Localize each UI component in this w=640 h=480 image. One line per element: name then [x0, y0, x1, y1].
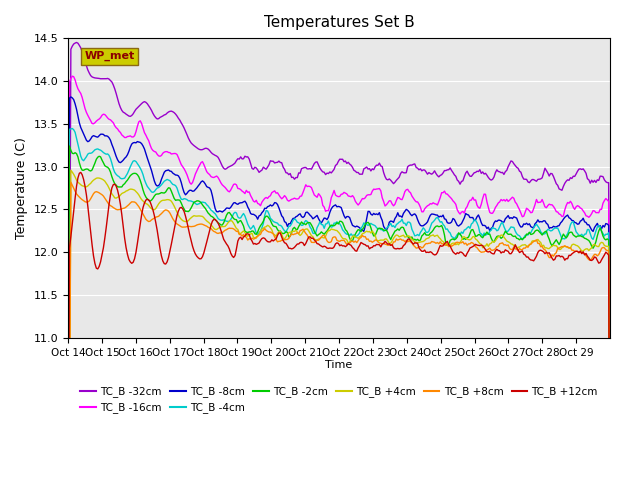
TC_B +4cm	[67, 168, 75, 173]
TC_B -8cm	[101, 133, 109, 139]
TC_B -2cm	[344, 231, 352, 237]
TC_B -4cm	[452, 234, 460, 240]
TC_B +12cm	[77, 169, 84, 175]
TC_B -32cm	[101, 76, 109, 82]
Title: Temperatures Set B: Temperatures Set B	[264, 15, 415, 30]
TC_B -16cm	[452, 202, 460, 207]
Legend: TC_B -32cm, TC_B -16cm, TC_B -8cm, TC_B -4cm, TC_B -2cm, TC_B +4cm, TC_B +8cm, T: TC_B -32cm, TC_B -16cm, TC_B -8cm, TC_B …	[76, 382, 602, 418]
Line: TC_B -32cm: TC_B -32cm	[68, 42, 610, 480]
TC_B +8cm	[67, 180, 75, 185]
TC_B -16cm	[344, 193, 352, 199]
TC_B -32cm	[606, 454, 614, 459]
TC_B -8cm	[452, 219, 460, 225]
TC_B +8cm	[84, 199, 92, 205]
TC_B -8cm	[67, 94, 75, 100]
Line: TC_B +4cm: TC_B +4cm	[68, 170, 610, 480]
TC_B +8cm	[344, 241, 352, 247]
TC_B -2cm	[452, 236, 460, 242]
TC_B -2cm	[84, 166, 92, 172]
TC_B +8cm	[604, 248, 611, 253]
TC_B -16cm	[101, 112, 109, 118]
TC_B +12cm	[101, 235, 109, 241]
TC_B -2cm	[532, 228, 540, 233]
TC_B -32cm	[532, 179, 540, 184]
TC_B +4cm	[84, 183, 92, 189]
X-axis label: Time: Time	[325, 360, 353, 371]
Line: TC_B -8cm: TC_B -8cm	[68, 97, 610, 480]
TC_B +8cm	[101, 195, 109, 201]
TC_B +12cm	[344, 241, 352, 247]
TC_B -32cm	[84, 67, 92, 73]
Line: TC_B +8cm: TC_B +8cm	[68, 182, 610, 480]
Y-axis label: Temperature (C): Temperature (C)	[15, 137, 28, 239]
TC_B -2cm	[66, 143, 74, 149]
TC_B -4cm	[101, 151, 109, 156]
TC_B +8cm	[452, 240, 460, 245]
Line: TC_B +12cm: TC_B +12cm	[68, 172, 610, 480]
TC_B +4cm	[344, 240, 352, 246]
TC_B -4cm	[68, 126, 76, 132]
TC_B -32cm	[73, 39, 81, 45]
TC_B -32cm	[344, 159, 352, 165]
Text: WP_met: WP_met	[84, 51, 134, 61]
TC_B -4cm	[344, 231, 352, 237]
TC_B -4cm	[84, 151, 92, 157]
TC_B -16cm	[604, 197, 611, 203]
TC_B -4cm	[604, 231, 611, 237]
TC_B -8cm	[532, 219, 540, 225]
TC_B -16cm	[532, 197, 540, 203]
Line: TC_B -4cm: TC_B -4cm	[68, 129, 610, 480]
TC_B +4cm	[452, 242, 460, 248]
TC_B -8cm	[84, 139, 92, 144]
TC_B -32cm	[604, 180, 611, 185]
TC_B -2cm	[101, 163, 109, 168]
TC_B +4cm	[101, 178, 109, 184]
TC_B -4cm	[532, 221, 540, 227]
TC_B -16cm	[68, 73, 76, 79]
TC_B +12cm	[84, 204, 92, 209]
TC_B -16cm	[84, 112, 92, 118]
TC_B +4cm	[604, 243, 611, 249]
TC_B +12cm	[532, 253, 540, 259]
TC_B -8cm	[604, 221, 611, 227]
TC_B -2cm	[604, 236, 611, 242]
Line: TC_B -2cm: TC_B -2cm	[68, 146, 610, 480]
Line: TC_B -16cm: TC_B -16cm	[68, 76, 610, 480]
TC_B -8cm	[344, 214, 352, 219]
TC_B +12cm	[604, 251, 611, 256]
TC_B -32cm	[452, 173, 460, 179]
TC_B +12cm	[452, 252, 460, 257]
TC_B +4cm	[532, 238, 540, 243]
TC_B +8cm	[532, 237, 540, 243]
